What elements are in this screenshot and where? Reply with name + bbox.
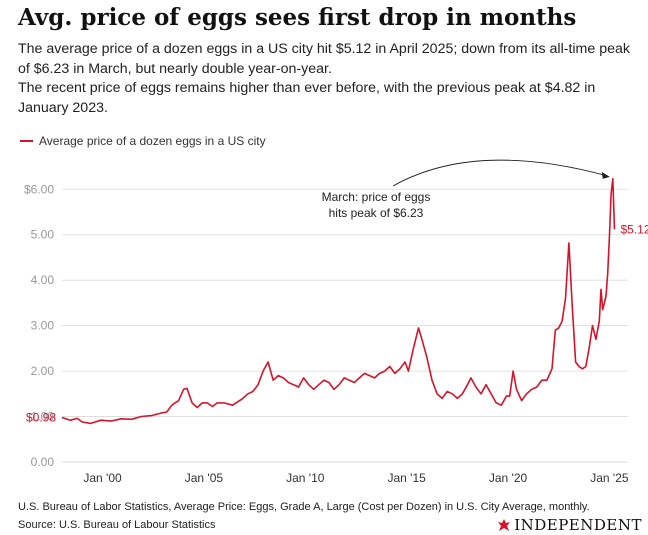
y-tick-label: 5.00 [31,228,55,242]
legend-label: Average price of a dozen eggs in a US ci… [39,134,266,148]
series-line-egg-price [61,178,616,425]
source-note: Source: U.S. Bureau of Labour Statistics [18,519,216,531]
legend-swatch [20,140,33,142]
annotation-arrowhead [601,171,610,179]
brand-name: INDEPENDENT [514,516,642,534]
y-tick-label: 0.00 [31,455,55,469]
x-tick-label: Jan '20 [489,471,528,485]
y-tick-label: 1.00 [31,410,55,424]
x-tick-label: Jan '25 [590,471,629,485]
annotation-text-line-1: March: price of eggs [322,190,431,204]
brand-logo[interactable]: INDEPENDENT [497,516,642,534]
footnote: U.S. Bureau of Labor Statistics, Average… [18,501,590,513]
y-tick-label: $6.00 [24,182,54,196]
end-value-label: $5.12 [620,222,648,236]
subtitle-paragraph-2: The recent price of eggs remains higher … [18,80,596,116]
chart-subtitle: The average price of a dozen eggs in a U… [18,40,640,118]
x-tick-label: Jan '05 [185,471,224,485]
y-tick-label: 2.00 [31,364,55,378]
y-tick-label: 3.00 [31,319,55,333]
annotation-text-line-2: hits peak of $6.23 [329,206,424,220]
x-tick-label: Jan '10 [286,471,325,485]
subtitle-paragraph-1: The average price of a dozen eggs in a U… [18,41,630,77]
y-tick-label: 4.00 [31,273,55,287]
legend: Average price of a dozen eggs in a US ci… [20,134,266,148]
x-tick-label: Jan '15 [388,471,427,485]
annotation-arrow [392,159,607,187]
start-value-label: $0.98 [26,410,56,424]
line-chart: 0.00 1.00 2.00 3.00 4.00 5.00 $6.00 Jan '00 Jan… [24,159,648,485]
chart-title: Avg. price of eggs sees first drop in mo… [18,4,577,31]
x-tick-label: Jan '00 [83,471,122,485]
eagle-icon [498,519,511,531]
